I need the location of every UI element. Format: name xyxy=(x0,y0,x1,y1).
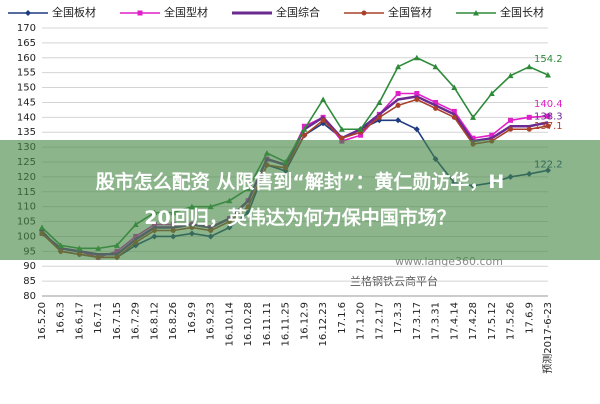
y-tick-label: 170 xyxy=(17,23,36,34)
y-tick-label: 135 xyxy=(17,127,36,138)
y-tick-label: 155 xyxy=(17,68,36,79)
marker xyxy=(489,132,495,138)
marker xyxy=(376,114,382,120)
y-tick-label: 160 xyxy=(17,53,36,64)
marker xyxy=(361,10,367,16)
headline-line: 股市怎么配资 从限售到“解封”：黄仁勋访华，H xyxy=(95,171,505,193)
marker xyxy=(395,102,401,108)
marker xyxy=(413,126,420,133)
x-tick-label: 17.3.3 xyxy=(393,302,404,334)
x-tick-label: 16.6.17 xyxy=(74,302,85,340)
marker xyxy=(470,114,477,120)
legend-label: 全国管材 xyxy=(388,5,432,19)
marker xyxy=(470,135,476,141)
marker xyxy=(395,63,402,70)
marker xyxy=(526,126,532,132)
marker xyxy=(25,10,31,16)
marker xyxy=(451,114,457,120)
x-tick-label: 17.3.31 xyxy=(431,302,442,340)
marker xyxy=(526,114,532,120)
x-tick-label: 16.8.12 xyxy=(149,302,160,340)
y-tick-label: 90 xyxy=(23,261,36,272)
marker xyxy=(301,126,308,132)
marker xyxy=(395,117,402,124)
marker xyxy=(451,108,457,114)
x-tick-label: 17.1.20 xyxy=(356,302,367,340)
marker xyxy=(301,132,307,138)
marker xyxy=(432,63,439,70)
x-tick-label: 17.4.28 xyxy=(468,302,479,340)
x-tick-label: 16.11.25 xyxy=(281,302,292,347)
x-tick-label: 16.9.23 xyxy=(206,302,217,340)
marker xyxy=(433,105,439,111)
marker xyxy=(376,99,383,105)
y-tick-label: 85 xyxy=(23,276,36,287)
marker xyxy=(433,99,439,105)
x-tick-label: 16.7.1 xyxy=(93,302,104,334)
x-tick-label: 预测2017-6-23 xyxy=(541,302,554,374)
marker xyxy=(545,123,551,129)
marker xyxy=(414,96,420,102)
y-tick-label: 150 xyxy=(17,83,36,94)
x-tick-label: 17.6.9 xyxy=(524,302,535,334)
marker xyxy=(357,126,364,132)
end-value-label: 137.1 xyxy=(534,121,563,132)
legend-label: 全国型材 xyxy=(164,5,208,19)
marker xyxy=(451,84,458,91)
marker xyxy=(545,72,551,78)
marker xyxy=(320,96,327,102)
end-value-label: 154.2 xyxy=(534,54,563,65)
x-tick-label: 16.11.11 xyxy=(262,302,273,347)
x-tick-label: 16.7.29 xyxy=(131,302,142,340)
x-tick-label: 16.8.26 xyxy=(168,302,179,340)
x-tick-label: 17.4.14 xyxy=(449,302,460,340)
marker xyxy=(508,117,514,123)
x-tick-label: 17.3.17 xyxy=(412,302,423,340)
end-value-label: 140.4 xyxy=(534,99,563,110)
marker xyxy=(488,90,495,97)
x-tick-label: 16.6.3 xyxy=(56,302,67,334)
x-tick-label: 17.5.12 xyxy=(487,302,498,340)
marker xyxy=(413,54,420,61)
y-tick-label: 145 xyxy=(17,97,36,108)
marker xyxy=(358,132,364,138)
marker xyxy=(137,10,143,16)
y-tick-label: 165 xyxy=(17,38,36,49)
marker xyxy=(395,91,401,97)
legend-label: 全国板材 xyxy=(52,5,96,19)
marker xyxy=(507,72,514,79)
marker xyxy=(545,113,551,119)
x-tick-label: 17.1.6 xyxy=(337,302,348,334)
x-tick-label: 16.7.15 xyxy=(112,302,123,340)
x-tick-label: 16.10.28 xyxy=(243,302,254,347)
headline-banner: 股市怎么配资 从限售到“解封”：黄仁勋访华，H 20回归，英伟达为何力保中国市场… xyxy=(0,140,600,260)
x-tick-label: 17.5.26 xyxy=(506,302,517,340)
x-tick-label: 16.9.9 xyxy=(187,302,198,334)
x-tick-label: 17.2.17 xyxy=(374,302,385,340)
headline-line: 20回归，英伟达为何力保中国市场？ xyxy=(144,207,456,229)
end-value-label: 138.3 xyxy=(534,111,563,122)
x-tick-label: 16.5.20 xyxy=(37,302,48,340)
x-tick-label: 16.10.14 xyxy=(224,302,235,347)
marker xyxy=(338,126,345,132)
marker xyxy=(339,135,345,141)
marker xyxy=(508,126,514,132)
legend-label: 全国综合 xyxy=(276,5,320,19)
y-tick-label: 80 xyxy=(23,291,36,302)
y-tick-label: 140 xyxy=(17,112,36,123)
marker xyxy=(320,117,326,123)
marker xyxy=(526,63,533,70)
legend-label: 全国长材 xyxy=(500,5,544,19)
x-tick-label: 16.12.9 xyxy=(299,302,310,340)
marker xyxy=(414,91,420,97)
marker xyxy=(473,10,479,16)
x-tick-label: 16.12.23 xyxy=(318,302,329,347)
